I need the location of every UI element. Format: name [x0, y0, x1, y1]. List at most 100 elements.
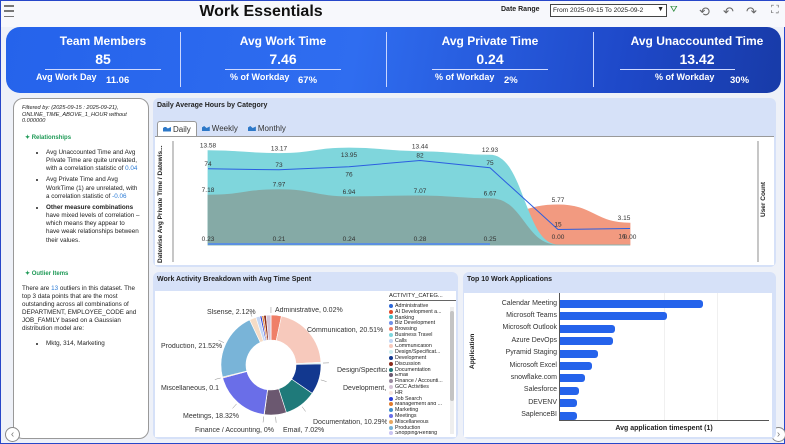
legend-item[interactable]: Design/Specificat...	[389, 349, 447, 355]
kpi-value: 0.24	[476, 51, 504, 67]
legend-item[interactable]: Management and ...	[389, 402, 447, 407]
kpi-title: Avg Work Time	[239, 34, 327, 48]
legend-label: Administrative	[395, 303, 429, 309]
data-label-work: 7.18	[202, 187, 215, 194]
daily-hours-panel: Daily Average Hours by Category Daily We…	[153, 98, 776, 267]
legend-label: Design/Specificat...	[395, 349, 441, 356]
bar[interactable]	[560, 324, 615, 333]
insight-text: Avg Private Time and Avg WorkTime (1) ar…	[46, 176, 138, 200]
slice-label: Meetings, 18.32%	[183, 413, 240, 420]
data-label-private: 0.21	[273, 236, 286, 243]
tab-label: Weekly	[211, 124, 238, 133]
tab-label: Daily	[173, 124, 191, 134]
donut-slice[interactable]	[222, 371, 268, 415]
legend-item[interactable]: Biz Development	[389, 320, 447, 326]
legend-swatch	[389, 327, 393, 332]
outliers-list: Mktg, 314, Marketing	[46, 340, 140, 348]
legend-item[interactable]: Discussion	[389, 361, 447, 367]
slice-label: Finance / Accounting, 0%	[195, 427, 274, 434]
area-chart-icon	[201, 126, 210, 131]
undo-icon[interactable]: ↶	[723, 4, 734, 19]
legend-swatch	[389, 350, 393, 355]
legend-item[interactable]: Job Search	[389, 396, 447, 402]
bar[interactable]	[560, 362, 592, 370]
kpi-sub-label: % of Workday	[230, 72, 290, 82]
legend-swatch	[389, 385, 393, 390]
chevron-down-icon: ▼	[657, 6, 664, 13]
legend-item[interactable]: AI Development a...	[389, 309, 447, 315]
data-label-user-count: 73	[275, 162, 283, 169]
date-range-select[interactable]: From 2025-09-15 To 2025-09-2 ▼	[550, 4, 667, 17]
bar[interactable]	[560, 374, 585, 383]
legend-item[interactable]: Email	[389, 372, 447, 379]
data-label-unaccounted: 13.44	[412, 144, 429, 151]
legend-item[interactable]: Meetings	[389, 413, 447, 419]
bar[interactable]	[560, 411, 577, 420]
kpi-underline	[44, 69, 162, 70]
date-range-value: From 2025-09-15 To 2025-09-2	[553, 7, 644, 14]
bar-category-label: Microsoft Teams	[506, 311, 557, 319]
fullscreen-icon[interactable]: ⛶	[771, 4, 779, 16]
slice-label: Production, 21.52%	[161, 343, 223, 350]
legend-scrollbar[interactable]	[450, 307, 454, 434]
bar[interactable]	[560, 399, 577, 408]
legend-item[interactable]: Shopping/Renting	[389, 431, 447, 436]
reset-icon[interactable]: ⟲	[699, 4, 710, 19]
legend-label: Banking	[395, 314, 415, 321]
bar-category-label: Salesforce	[523, 386, 557, 394]
tab-weekly[interactable]: Weekly	[197, 121, 243, 136]
panel-title: Work Activity Breakdown with Avg Time Sp…	[157, 276, 312, 283]
data-label-user-count: 16	[618, 234, 626, 241]
legend-item[interactable]: GCC Activities	[389, 384, 447, 390]
filter-summary: Filtered by: (2025-09-15 : 2025-09-21), …	[22, 105, 127, 125]
legend-label: HR	[395, 389, 403, 396]
redo-icon[interactable]: ↷	[746, 4, 757, 19]
legend-item[interactable]: HR	[389, 390, 447, 396]
bar[interactable]	[560, 312, 667, 321]
filter-icon[interactable]: ⛛	[670, 4, 678, 14]
kpi-underline	[224, 69, 342, 70]
legend-item[interactable]: Documentation	[389, 367, 447, 373]
data-label-private: 0.23	[202, 236, 215, 243]
legend-swatch	[389, 390, 393, 395]
menu-icon[interactable]	[4, 5, 14, 17]
list-item: Other measure combinations have mixed le…	[46, 204, 140, 245]
bar[interactable]	[560, 386, 579, 395]
leader-line	[218, 339, 225, 343]
area-chart-icon	[247, 126, 256, 131]
legend-item[interactable]: Administrative	[389, 303, 447, 309]
legend-swatch	[389, 303, 393, 308]
legend-item[interactable]: Banking	[389, 314, 447, 321]
legend-label: Email	[395, 372, 409, 379]
outliers-text: There are 13 outliers in this dataset. T…	[22, 285, 140, 334]
series-area-blue	[208, 243, 490, 245]
donut-slice[interactable]	[275, 315, 322, 364]
kpi-title: Avg Private Time	[441, 34, 539, 48]
legend-item[interactable]: Browsing	[389, 326, 447, 332]
tab-daily[interactable]: Daily	[157, 121, 197, 136]
kpi-value: 13.42	[679, 51, 715, 67]
kpi-banner: Team Members 85 Avg Work Day 11.06 Avg W…	[6, 27, 781, 93]
leader-line	[275, 416, 277, 423]
legend-swatch	[389, 321, 393, 326]
legend-label: Development	[395, 355, 427, 361]
legend-item[interactable]: Marketing	[389, 407, 447, 413]
bar[interactable]	[560, 337, 613, 346]
legend-item[interactable]: Development	[389, 355, 447, 361]
kpi-sub-label: Avg Work Day	[36, 72, 97, 82]
legend-swatch	[389, 338, 393, 343]
bar[interactable]	[560, 349, 598, 358]
legend-item[interactable]: Miscellaneous	[389, 419, 447, 425]
legend-item[interactable]: Business Travel	[389, 332, 447, 338]
legend-item[interactable]: Calls	[389, 338, 447, 344]
legend-swatch	[389, 344, 393, 349]
tab-monthly[interactable]: Monthly	[243, 121, 291, 136]
legend-item[interactable]: Communication	[389, 344, 447, 349]
legend-label: Browsing	[395, 326, 417, 332]
leader-line	[249, 310, 253, 317]
legend-item[interactable]: Finance / Accounti...	[389, 378, 447, 384]
bar[interactable]	[560, 300, 703, 308]
legend-item[interactable]: Production	[389, 425, 447, 431]
prev-page-button[interactable]: ‹	[5, 427, 20, 442]
legend-label: Miscellaneous	[395, 418, 429, 425]
